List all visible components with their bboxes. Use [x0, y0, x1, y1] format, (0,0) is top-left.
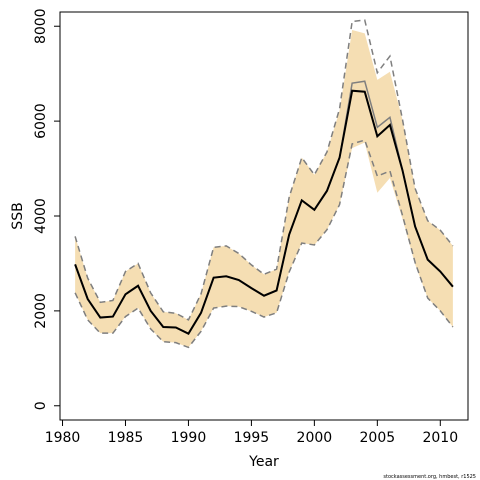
y-tick-label: 0 [33, 401, 49, 410]
x-axis: 1980 1985 1990 1995 2000 2005 2010 [45, 420, 458, 446]
x-tick-label: 2010 [422, 430, 458, 446]
x-tick-label: 1980 [45, 430, 81, 446]
lower-ci-dashed-line [74, 139, 454, 349]
x-tick-label: 2000 [297, 430, 333, 446]
confidence-band [75, 30, 453, 348]
upper-ci-dashed-line [74, 19, 454, 321]
x-tick-label: 1985 [108, 430, 144, 446]
x-tick-label: 1990 [171, 430, 207, 446]
plot-area [74, 19, 454, 349]
x-tick-label: 1995 [234, 430, 270, 446]
y-tick-label: 4000 [33, 198, 49, 234]
credit-text: stockassessment.org, hmbest, r1525 [383, 474, 476, 480]
y-tick-label: 6000 [33, 103, 49, 139]
y-tick-label: 2000 [33, 293, 49, 329]
y-axis: 0 2000 4000 6000 8000 [33, 8, 60, 410]
x-tick-label: 2005 [360, 430, 396, 446]
x-axis-title: Year [248, 454, 279, 470]
y-axis-title: SSB [10, 202, 26, 229]
ssb-estimate-line [74, 89, 454, 335]
y-tick-label: 8000 [33, 8, 49, 44]
